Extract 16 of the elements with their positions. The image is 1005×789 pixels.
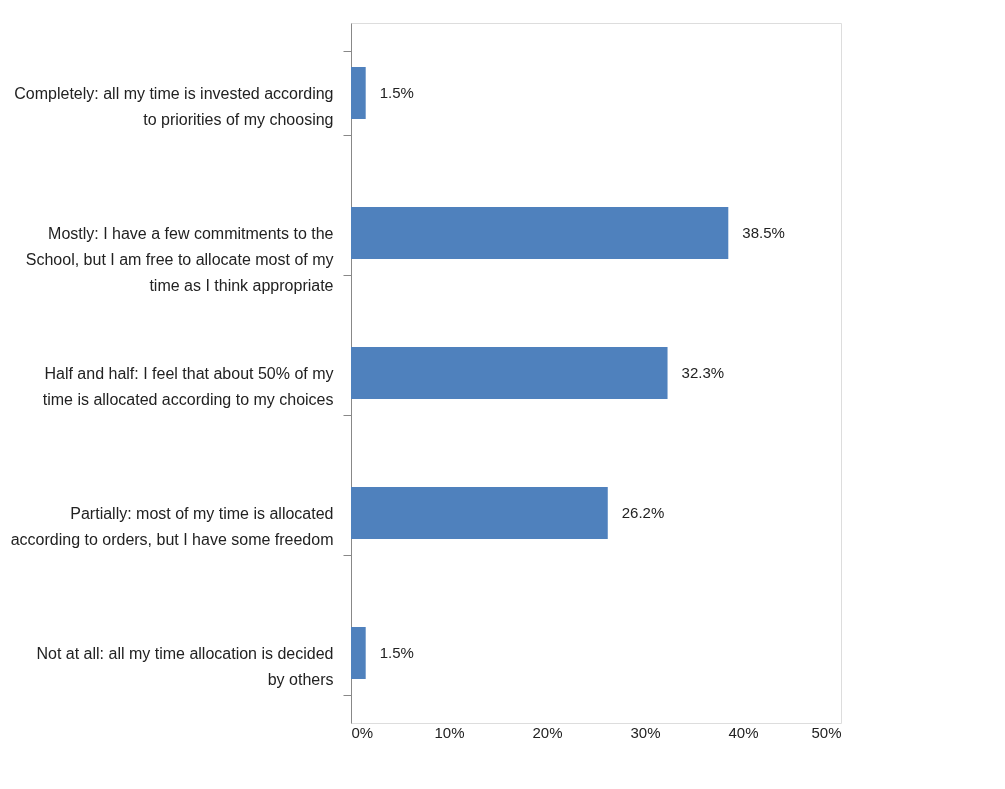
data-label: 32.3% xyxy=(681,364,725,381)
x-tick-label: 50% xyxy=(811,723,842,741)
data-label: 26.2% xyxy=(621,504,665,521)
data-label: 1.5% xyxy=(379,644,414,661)
x-tick-label: 0% xyxy=(351,723,374,741)
data-label: 1.5% xyxy=(379,84,414,101)
y-tick-label: Not at all: all my time allocation is decided by others xyxy=(36,644,334,688)
x-tick-label: 40% xyxy=(728,723,759,741)
y-tick-label: Half and half: I feel that about 50% of my time is allocated according to my choices xyxy=(42,364,334,408)
data-label: 38.5% xyxy=(742,224,785,241)
x-tick-label: 20% xyxy=(532,723,563,741)
x-tick-label: 30% xyxy=(630,723,661,741)
x-tick-label: 10% xyxy=(434,723,465,741)
y-tick-label: Mostly: I have a few commitments to the School, but I am free to allocate most of my time as I think appropriate xyxy=(25,224,334,294)
y-tick-label: Completely: all my time is invested according to priorities of my choosing xyxy=(14,84,334,128)
y-tick-label: Partially: most of my time is allocated according to orders, but I have some freedom xyxy=(10,504,334,548)
